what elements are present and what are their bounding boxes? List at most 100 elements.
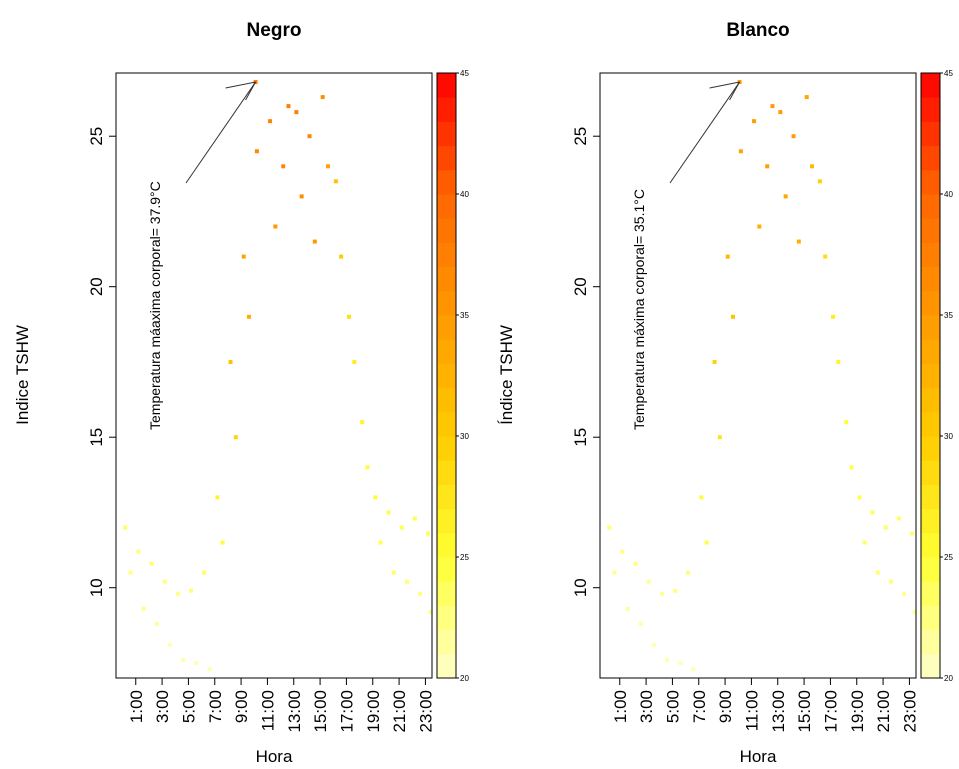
colorbar-step	[437, 653, 456, 679]
colorbar-step	[437, 290, 456, 316]
x-tick-label: 17:00	[337, 690, 356, 733]
point	[365, 465, 370, 470]
annotation: Temperatura máaxima corporal= 37.9°C	[147, 181, 163, 430]
colorbar-step	[437, 557, 456, 582]
point	[620, 549, 625, 554]
plot-frame	[599, 72, 917, 679]
colorbar-tick-label: 30	[944, 432, 953, 441]
colorbar-step	[921, 605, 940, 631]
point	[625, 606, 630, 611]
x-tick-label: 23:00	[900, 690, 919, 733]
point	[678, 660, 683, 665]
point	[162, 579, 167, 584]
y-tick-label: 25	[571, 127, 590, 146]
y-tick-label: 20	[571, 277, 590, 296]
point	[373, 495, 378, 500]
colorbar-step	[437, 508, 456, 534]
point	[738, 149, 743, 154]
colorbar-step	[921, 387, 940, 413]
point	[699, 495, 704, 500]
point	[149, 561, 154, 566]
annotation: Temperatura máxima corporal= 35.1°C	[631, 189, 647, 430]
point	[770, 104, 775, 109]
x-tick-label: 21:00	[390, 690, 409, 733]
colorbar-step	[921, 242, 940, 268]
x-tick-label: 1:00	[611, 690, 630, 723]
x-tick-label: 3:00	[637, 690, 656, 723]
colorbar-tick-label: 35	[944, 311, 953, 320]
colorbar-step	[437, 97, 456, 122]
colorbar-step	[437, 605, 456, 631]
colorbar-step	[437, 387, 456, 413]
point	[849, 465, 854, 470]
point	[241, 254, 246, 259]
point	[273, 224, 278, 229]
x-tick-label: 15:00	[795, 690, 814, 733]
colorbar-step	[437, 73, 456, 98]
colorbar-step	[921, 97, 940, 122]
point	[665, 657, 670, 662]
point	[352, 359, 357, 364]
colorbar-step	[921, 411, 940, 437]
x-tick-label: 23:00	[416, 690, 435, 733]
point	[312, 239, 317, 244]
point	[809, 164, 814, 169]
point	[686, 570, 691, 575]
colorbar-step	[437, 484, 456, 510]
point	[712, 359, 717, 364]
point	[607, 525, 612, 530]
colorbar-step	[437, 194, 456, 219]
point	[123, 525, 128, 530]
point	[831, 314, 836, 319]
point	[857, 495, 862, 500]
colorbar-step	[437, 339, 456, 364]
y-tick-label: 15	[571, 428, 590, 447]
annotation-arrow	[729, 81, 741, 101]
point	[339, 254, 344, 259]
y-tick-label: 25	[87, 127, 106, 146]
x-tick-label: 7:00	[206, 690, 225, 723]
colorbar-step	[437, 218, 456, 243]
colorbar-tick-label: 35	[460, 311, 469, 320]
point	[804, 95, 809, 100]
colorbar-step	[437, 581, 456, 606]
x-tick-label: 5:00	[663, 690, 682, 723]
point	[673, 588, 678, 593]
point	[870, 510, 875, 515]
point	[404, 579, 409, 584]
point	[360, 420, 365, 425]
x-axis-label: Hora	[740, 747, 777, 766]
point	[638, 621, 643, 626]
point	[189, 588, 194, 593]
point	[299, 194, 304, 199]
point	[612, 570, 617, 575]
colorbar-step	[921, 629, 940, 655]
colorbar-tick-label: 25	[460, 553, 469, 562]
point	[128, 570, 133, 575]
colorbar-frame	[436, 72, 457, 679]
panel-title: Blanco	[726, 20, 789, 41]
point	[875, 570, 880, 575]
point	[778, 110, 783, 115]
colorbar-step	[921, 363, 940, 389]
point	[426, 531, 431, 536]
colorbar-step	[437, 363, 456, 389]
point	[136, 549, 141, 554]
x-axis-label: Hora	[256, 747, 293, 766]
point	[233, 435, 238, 440]
point	[167, 642, 172, 647]
point	[862, 540, 867, 545]
colorbar-step	[921, 73, 940, 98]
colorbar-step	[921, 508, 940, 534]
colorbar-step	[921, 557, 940, 582]
colorbar-step	[437, 266, 456, 292]
point	[194, 660, 199, 665]
x-tick-label: 11:00	[258, 690, 277, 731]
colorbar-tick-label: 45	[944, 69, 953, 78]
point	[228, 359, 233, 364]
colorbar-step	[437, 411, 456, 437]
colorbar-step	[921, 484, 940, 510]
colorbar-tick-label: 25	[944, 553, 953, 562]
y-tick-label: 15	[87, 428, 106, 447]
point	[333, 179, 338, 184]
